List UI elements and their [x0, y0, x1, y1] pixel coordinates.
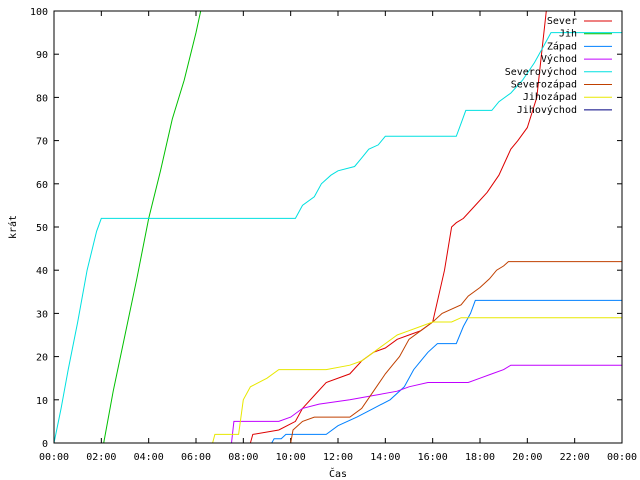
x-tick-label: 20:00 [512, 452, 542, 463]
x-tick-label: 16:00 [418, 452, 448, 463]
series-lines [53, 10, 622, 444]
y-tick-label: 90 [36, 50, 48, 61]
x-tick-label: 00:00 [607, 452, 637, 463]
x-tick-label: 08:00 [228, 452, 258, 463]
x-axis-title: Čas [329, 467, 347, 480]
y-tick-label: 70 [36, 137, 48, 148]
y-tick-label: 100 [30, 7, 48, 18]
series-line-východ [231, 364, 622, 444]
y-tick-label: 20 [36, 353, 48, 364]
series-line-severovýchod [53, 32, 622, 444]
legend-label: Severozápad [511, 79, 577, 91]
legend: Sever JihZápadVýchodSeverovýchodSeverozáp… [505, 16, 612, 116]
y-tick-label: 60 [36, 180, 48, 191]
y-tick-label: 50 [36, 223, 48, 234]
y-tick-label: 10 [36, 396, 48, 407]
legend-label: Jih [559, 29, 577, 40]
legend-label: Sever [547, 16, 577, 27]
legend-label: Západ [547, 40, 577, 52]
x-tick-label: 14:00 [370, 452, 400, 463]
x-tick-label: 02:00 [86, 452, 116, 463]
x-tick-label: 18:00 [465, 452, 495, 463]
plot-frame [53, 10, 623, 444]
x-tick-label: 06:00 [181, 452, 211, 463]
series-line-sever [249, 10, 547, 444]
x-tick-label: 04:00 [134, 452, 164, 463]
y-axis-title: krát [7, 215, 19, 239]
x-tick-label: 12:00 [323, 452, 353, 463]
legend-label: Východ [541, 53, 577, 65]
y-tick-label: 30 [36, 309, 48, 320]
y-tick-label: 40 [36, 266, 48, 277]
series-line-jihozápad [212, 317, 622, 444]
x-tick-label: 22:00 [560, 452, 590, 463]
series-line-západ [271, 299, 622, 444]
series-line-severozápad [290, 261, 622, 444]
legend-label: Jihozápad [523, 91, 577, 103]
y-tick-label: 0 [42, 439, 48, 450]
x-tick-label: 00:00 [39, 452, 69, 463]
series-line-jih [103, 10, 202, 444]
legend-label: Jihovýchod [517, 104, 577, 116]
axis-ticks: 00:00 02:00 04:00 06:00 08:00 10:00 12:00 14:00… [30, 7, 637, 463]
legend-label: Severovýchod [505, 66, 577, 78]
y-tick-label: 80 [36, 93, 48, 104]
x-tick-label: 10:00 [276, 452, 306, 463]
